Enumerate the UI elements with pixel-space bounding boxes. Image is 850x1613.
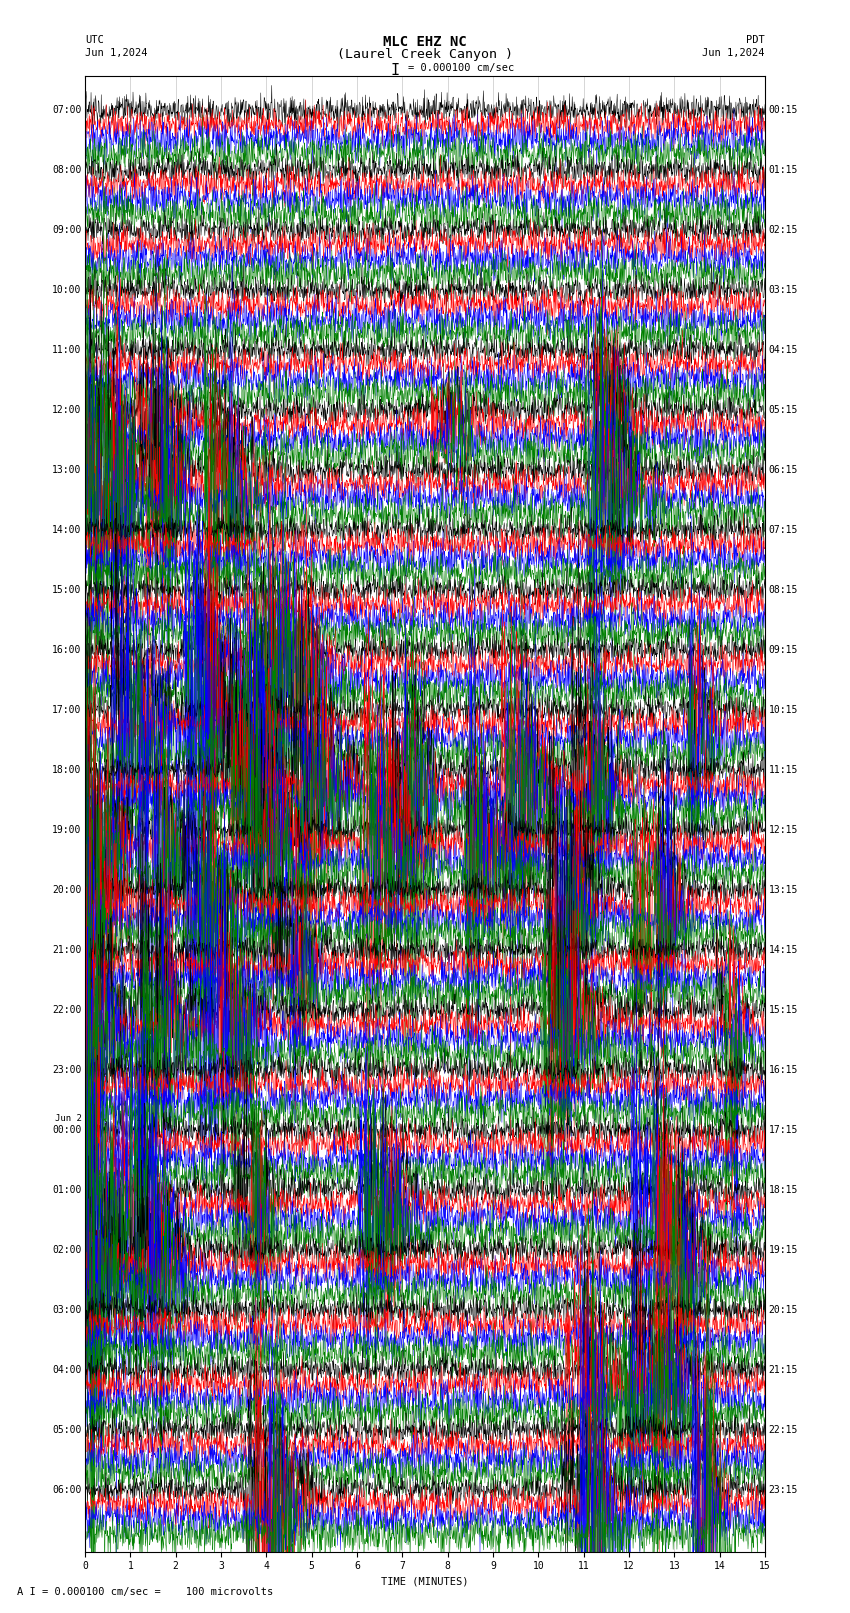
Text: Jun 2: Jun 2 (54, 1113, 82, 1123)
Text: 07:15: 07:15 (768, 524, 798, 536)
Text: 09:15: 09:15 (768, 645, 798, 655)
Text: 13:15: 13:15 (768, 886, 798, 895)
Text: 16:15: 16:15 (768, 1065, 798, 1074)
Text: 12:15: 12:15 (768, 824, 798, 836)
Text: 07:00: 07:00 (52, 105, 82, 115)
Text: 15:15: 15:15 (768, 1005, 798, 1015)
Text: 20:15: 20:15 (768, 1305, 798, 1315)
Text: 19:15: 19:15 (768, 1245, 798, 1255)
Text: UTC: UTC (85, 35, 104, 45)
Text: 23:15: 23:15 (768, 1486, 798, 1495)
Text: 10:00: 10:00 (52, 286, 82, 295)
Text: 22:00: 22:00 (52, 1005, 82, 1015)
Text: 02:15: 02:15 (768, 224, 798, 235)
Text: 21:15: 21:15 (768, 1365, 798, 1374)
Text: 11:15: 11:15 (768, 765, 798, 774)
Text: 01:00: 01:00 (52, 1186, 82, 1195)
Text: Jun 1,2024: Jun 1,2024 (702, 48, 765, 58)
Text: 19:00: 19:00 (52, 824, 82, 836)
Text: 13:00: 13:00 (52, 465, 82, 474)
Text: 03:00: 03:00 (52, 1305, 82, 1315)
Text: 09:00: 09:00 (52, 224, 82, 235)
Text: 01:15: 01:15 (768, 165, 798, 174)
Text: 08:15: 08:15 (768, 586, 798, 595)
Text: 17:15: 17:15 (768, 1124, 798, 1136)
Text: 15:00: 15:00 (52, 586, 82, 595)
Text: 23:00: 23:00 (52, 1065, 82, 1074)
Text: 04:00: 04:00 (52, 1365, 82, 1374)
Text: 02:00: 02:00 (52, 1245, 82, 1255)
Text: 06:15: 06:15 (768, 465, 798, 474)
Text: 14:15: 14:15 (768, 945, 798, 955)
Text: 06:00: 06:00 (52, 1486, 82, 1495)
Text: 17:00: 17:00 (52, 705, 82, 715)
X-axis label: TIME (MINUTES): TIME (MINUTES) (382, 1578, 468, 1587)
Text: 18:00: 18:00 (52, 765, 82, 774)
Text: 05:15: 05:15 (768, 405, 798, 415)
Text: = 0.000100 cm/sec: = 0.000100 cm/sec (408, 63, 514, 73)
Text: A I = 0.000100 cm/sec =    100 microvolts: A I = 0.000100 cm/sec = 100 microvolts (17, 1587, 273, 1597)
Text: 18:15: 18:15 (768, 1186, 798, 1195)
Text: (Laurel Creek Canyon ): (Laurel Creek Canyon ) (337, 48, 513, 61)
Text: Jun 1,2024: Jun 1,2024 (85, 48, 148, 58)
Text: 12:00: 12:00 (52, 405, 82, 415)
Text: MLC EHZ NC: MLC EHZ NC (383, 35, 467, 50)
Text: 08:00: 08:00 (52, 165, 82, 174)
Text: 05:00: 05:00 (52, 1424, 82, 1436)
Text: 21:00: 21:00 (52, 945, 82, 955)
Text: 00:15: 00:15 (768, 105, 798, 115)
Text: 20:00: 20:00 (52, 886, 82, 895)
Text: 00:00: 00:00 (52, 1124, 82, 1136)
Text: 16:00: 16:00 (52, 645, 82, 655)
Text: I: I (391, 63, 399, 77)
Text: 11:00: 11:00 (52, 345, 82, 355)
Text: 22:15: 22:15 (768, 1424, 798, 1436)
Text: PDT: PDT (746, 35, 765, 45)
Text: 04:15: 04:15 (768, 345, 798, 355)
Text: 10:15: 10:15 (768, 705, 798, 715)
Text: 14:00: 14:00 (52, 524, 82, 536)
Text: 03:15: 03:15 (768, 286, 798, 295)
